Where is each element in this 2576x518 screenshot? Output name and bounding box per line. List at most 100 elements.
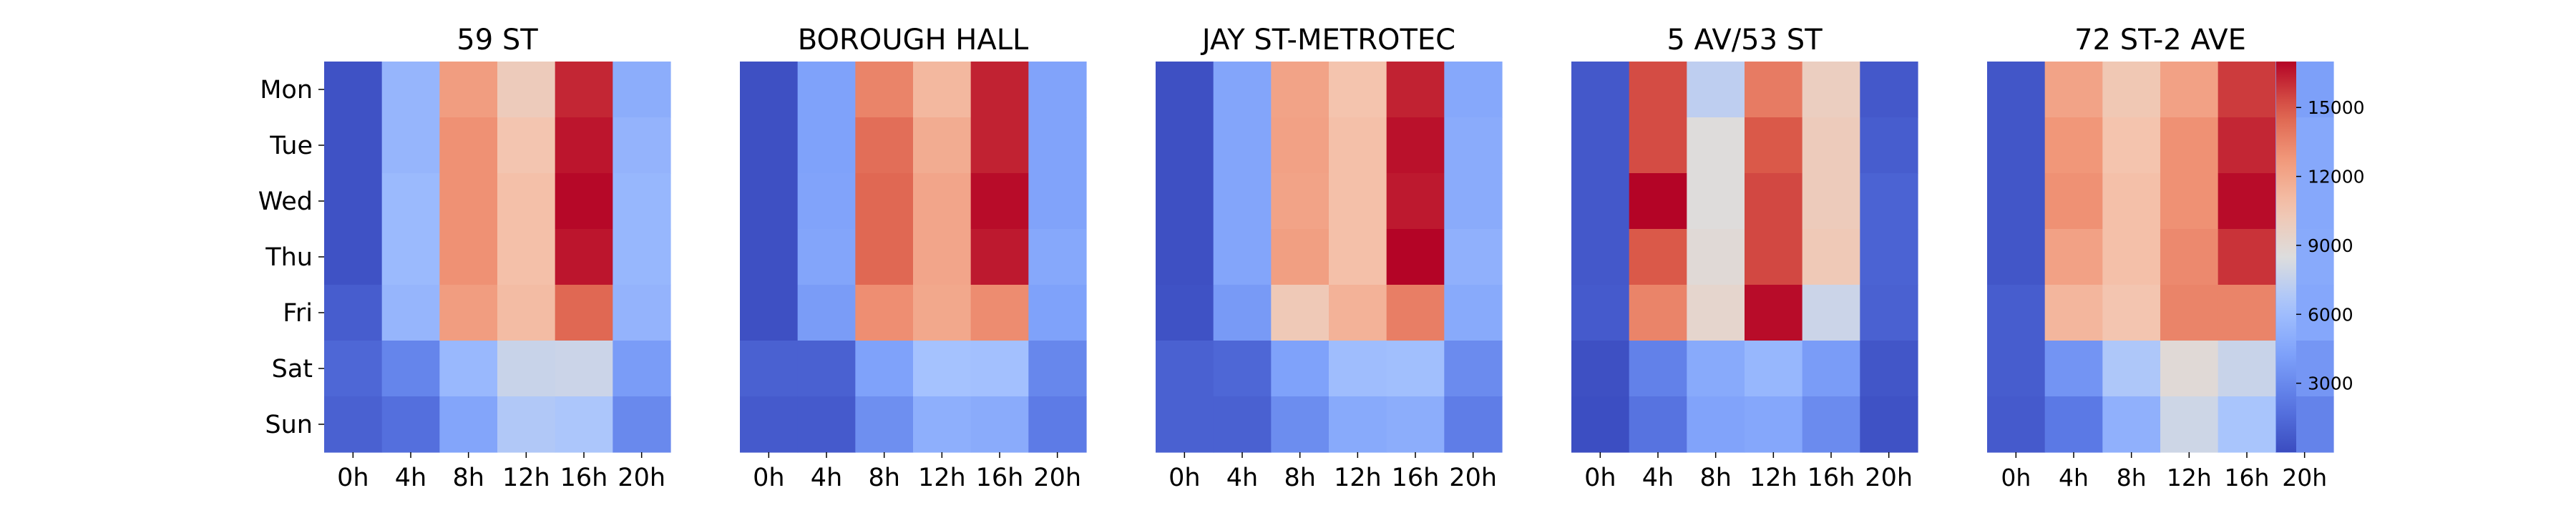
x-tick-label: 4h: [1226, 464, 1258, 492]
x-tick-label: 20h: [1033, 464, 1081, 492]
heatmap-cell-sat-16h: [1386, 341, 1445, 397]
heatmap-cell-thu-20h: [1860, 229, 1918, 285]
heatmap-cell-sat-16h: [2218, 341, 2276, 397]
heatmap-cell-fri-12h: [1329, 285, 1387, 341]
heatmap-cell-wed-12h: [497, 173, 556, 230]
heatmap-cell-sat-0h: [1987, 341, 2046, 397]
heatmap-cell-tue-12h: [1745, 117, 1803, 174]
heatmap-cell-mon-4h: [381, 62, 440, 118]
heatmap-cell-tue-8h: [439, 117, 498, 174]
x-tick-label: 12h: [1334, 464, 1382, 492]
heatmap-cell-tue-0h: [1571, 117, 1630, 174]
x-tick-label: 12h: [918, 464, 966, 492]
heatmap-cell-mon-12h: [2160, 62, 2219, 118]
heatmap-cell-sat-20h: [1444, 341, 1503, 397]
heatmap-cell-mon-12h: [1329, 62, 1387, 118]
x-tick-label: 20h: [618, 464, 665, 492]
heatmap-panel-72-st-2-ave: 72 ST-2 AVE 0h 4h 8h 12h 16h 20h: [1987, 24, 2334, 492]
heatmap-cell-mon-20h: [1028, 62, 1087, 118]
heatmap-cell-fri-4h: [1213, 285, 1272, 341]
heatmap-cell-thu-12h: [497, 229, 556, 285]
heatmap-cell-tue-0h: [1987, 117, 2046, 174]
heatmap-cell-sat-8h: [855, 341, 914, 397]
heatmap-cell-thu-0h: [1156, 229, 1214, 285]
x-tick-label: 0h: [753, 464, 784, 492]
heatmap-cell-sat-4h: [1213, 341, 1272, 397]
colorbar-tick-label: 9000: [2308, 235, 2353, 256]
heatmap-cell-mon-4h: [1629, 62, 1687, 118]
heatmap-panel-borough-hall: BOROUGH HALL 0h 4h 8h 12h 16h 20h: [740, 24, 1087, 492]
heatmap-cell-fri-20h: [613, 285, 671, 341]
heatmap-cell-thu-4h: [797, 229, 856, 285]
heatmap-cell-fri-12h: [1745, 285, 1803, 341]
heatmap-cell-mon-0h: [324, 62, 383, 118]
heatmap-cell-wed-8h: [439, 173, 498, 230]
heatmap-cell-sat-4h: [2044, 341, 2103, 397]
heatmap-cell-thu-16h: [1386, 229, 1445, 285]
heatmap-cell-sun-0h: [1156, 396, 1214, 453]
x-tick-label: 4h: [811, 464, 842, 492]
x-tick-label: 4h: [2059, 464, 2089, 492]
heatmap-cell-thu-12h: [913, 229, 972, 285]
heatmap-cell-thu-16h: [970, 229, 1029, 285]
heatmap-cell-tue-8h: [1271, 117, 1330, 174]
heatmap-cell-fri-8h: [855, 285, 914, 341]
heatmap-cell-tue-0h: [740, 117, 799, 174]
heatmap-cell-wed-20h: [613, 173, 671, 230]
heatmap-cell-sat-12h: [1745, 341, 1803, 397]
heatmap-cell-fri-0h: [740, 285, 799, 341]
x-tick-label: 0h: [1584, 464, 1616, 492]
heatmap-cell-thu-0h: [1571, 229, 1630, 285]
heatmap-cell-fri-20h: [1860, 285, 1918, 341]
heatmap-cell-sun-12h: [2160, 396, 2219, 453]
x-tick-label: 16h: [1392, 464, 1440, 492]
heatmap-cell-sat-0h: [324, 341, 383, 397]
heatmap-cell-sat-16h: [555, 341, 613, 397]
heatmap-cell-sat-4h: [1629, 341, 1687, 397]
heatmap-cell-fri-12h: [497, 285, 556, 341]
heatmap-cell-sat-20h: [613, 341, 671, 397]
heatmap-cell-tue-4h: [1213, 117, 1272, 174]
heatmap-cell-mon-0h: [1571, 62, 1630, 118]
heatmap-cell-fri-16h: [1802, 285, 1860, 341]
heatmap-cell-fri-12h: [2160, 285, 2219, 341]
x-tick-label: 0h: [1169, 464, 1200, 492]
heatmap-cell-fri-0h: [1987, 285, 2046, 341]
x-tick-label: 16h: [1807, 464, 1855, 492]
heatmap-cell-sun-12h: [1745, 396, 1803, 453]
heatmap-cell-mon-20h: [1444, 62, 1503, 118]
heatmap-cell-tue-12h: [913, 117, 972, 174]
heatmap-cell-wed-12h: [1745, 173, 1803, 230]
heatmap-cell-wed-8h: [2102, 173, 2161, 230]
heatmap-cell-sun-16h: [2218, 396, 2276, 453]
heatmap-cell-wed-16h: [1386, 173, 1445, 230]
heatmap-cell-tue-16h: [2218, 117, 2276, 174]
colorbar-gradient: [2276, 62, 2296, 452]
heatmap-cell-thu-0h: [1987, 229, 2046, 285]
heatmap-cell-sun-4h: [2044, 396, 2103, 453]
heatmap-cell-tue-12h: [1329, 117, 1387, 174]
heatmap-cell-fri-4h: [2044, 285, 2103, 341]
heatmap-cell-tue-12h: [497, 117, 556, 174]
heatmap-cell-fri-0h: [1156, 285, 1214, 341]
heatmap-cell-sat-12h: [913, 341, 972, 397]
heatmap-cell-wed-4h: [1213, 173, 1272, 230]
heatmap-cell-sun-8h: [855, 396, 914, 453]
heatmap-cell-fri-4h: [1629, 285, 1687, 341]
heatmap-cell-wed-8h: [1271, 173, 1330, 230]
heatmap-cell-mon-4h: [1213, 62, 1272, 118]
heatmap-cell-sun-16h: [970, 396, 1029, 453]
y-tick-label: Sat: [272, 355, 313, 383]
heatmap-cell-tue-16h: [1802, 117, 1860, 174]
heatmap-cell-mon-8h: [1687, 62, 1745, 118]
heatmap-cell-mon-0h: [1156, 62, 1214, 118]
heatmap-cell-tue-20h: [1028, 117, 1087, 174]
colorbar-tick-label: 3000: [2308, 373, 2353, 394]
heatmap-cell-fri-0h: [324, 285, 383, 341]
heatmap-cell-sat-8h: [1687, 341, 1745, 397]
y-tick-label: Sun: [265, 411, 313, 439]
x-tick-label: 12h: [502, 464, 550, 492]
heatmap-cell-fri-12h: [913, 285, 972, 341]
heatmap-cell-thu-12h: [2160, 229, 2219, 285]
